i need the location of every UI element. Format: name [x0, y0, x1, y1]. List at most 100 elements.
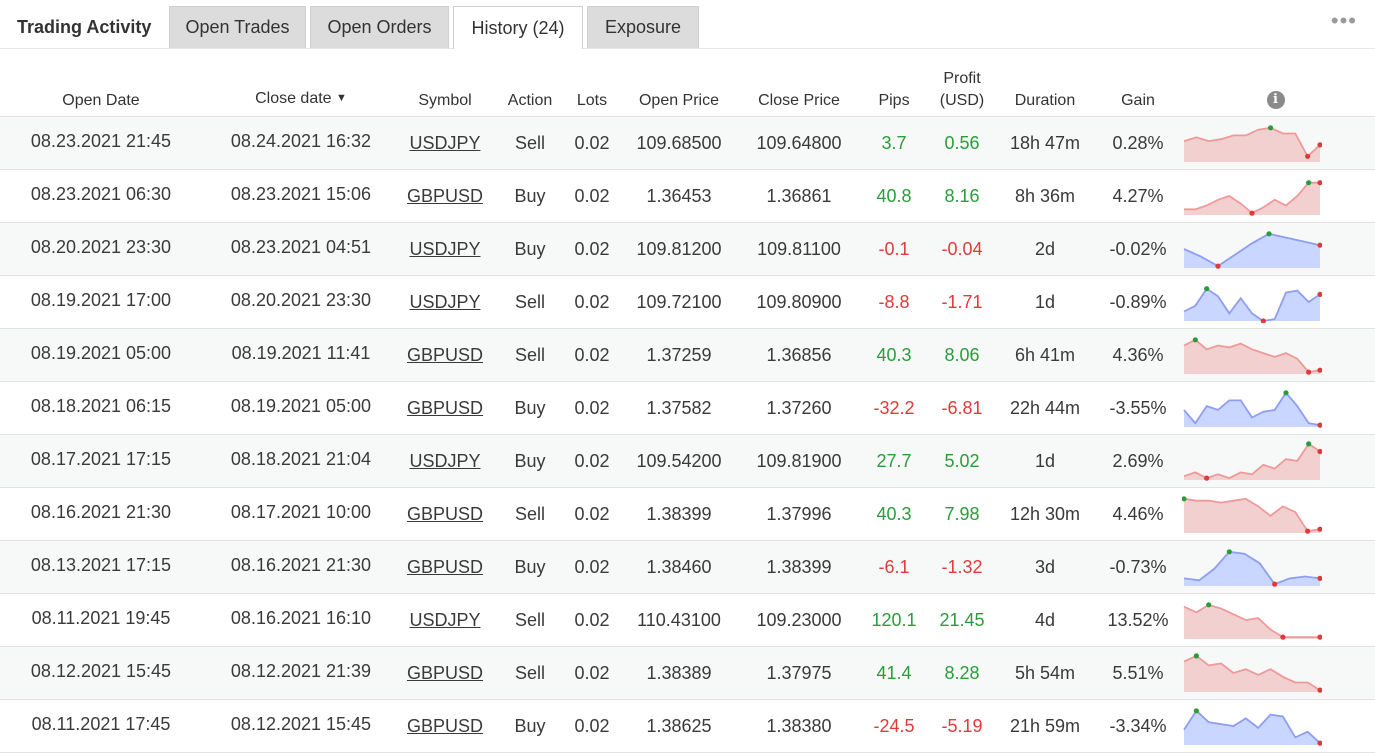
more-horizontal-icon[interactable]: •••: [1330, 8, 1357, 33]
symbol-link[interactable]: USDJPY: [400, 593, 490, 647]
close-price-cell: 1.37975: [744, 646, 854, 700]
trade-sparkline: [1183, 602, 1322, 640]
table-row[interactable]: 08.23.2021 21:45 08.24.2021 16:32 USDJPY Se…: [0, 116, 1375, 170]
sparkline-low-marker: [1305, 153, 1311, 159]
symbol-link[interactable]: GBPUSD: [400, 646, 490, 700]
symbol-link[interactable]: USDJPY: [400, 116, 490, 170]
sparkline-cell: [1176, 699, 1375, 753]
sparkline-cell: [1176, 275, 1375, 329]
sparkline-cell: [1176, 222, 1375, 276]
table-row[interactable]: 08.20.2021 23:30 08.23.2021 04:51 USDJPY Bu…: [0, 222, 1375, 276]
trade-sparkline: [1183, 441, 1322, 481]
open-date-cell: 08.19.2021 05:00: [0, 328, 202, 382]
col-open-price[interactable]: Open Price: [614, 49, 744, 117]
panel-title: Trading Activity: [17, 17, 152, 37]
gain-cell: 4.36%: [1100, 328, 1176, 382]
action-cell: Sell: [490, 275, 570, 329]
lots-cell: 0.02: [570, 646, 614, 700]
open-date-cell: 08.23.2021 21:45: [0, 116, 202, 170]
info-icon[interactable]: i: [1266, 91, 1285, 109]
gain-cell: 13.52%: [1100, 593, 1176, 647]
symbol-link[interactable]: USDJPY: [400, 222, 490, 276]
sparkline-area: [1184, 498, 1320, 533]
profit-cell: -0.04: [934, 222, 990, 276]
table-row[interactable]: 08.11.2021 19:45 08.16.2021 16:10 USDJPY Se…: [0, 593, 1375, 647]
duration-cell: 6h 41m: [990, 328, 1100, 382]
sparkline-cell: [1176, 540, 1375, 594]
col-profit[interactable]: Profit (USD): [934, 49, 990, 117]
col-action[interactable]: Action: [490, 49, 570, 117]
pips-cell: 3.7: [854, 116, 934, 170]
sparkline-area: [1184, 392, 1320, 427]
duration-cell: 5h 54m: [990, 646, 1100, 700]
sparkline-area: [1184, 710, 1320, 745]
sparkline-end-marker: [1317, 180, 1322, 186]
open-price-cell: 109.68500: [614, 116, 744, 170]
symbol-link[interactable]: GBPUSD: [400, 381, 490, 435]
symbol-link[interactable]: GBPUSD: [400, 169, 490, 223]
open-price-cell: 1.38389: [614, 646, 744, 700]
sparkline-line: [1183, 391, 1321, 426]
table-row[interactable]: 08.16.2021 21:30 08.17.2021 10:00 GBPUSD Se…: [0, 487, 1375, 541]
close-price-cell: 109.23000: [744, 593, 854, 647]
sparkline-cell: [1176, 381, 1375, 435]
col-gain[interactable]: Gain: [1100, 49, 1176, 117]
table-row[interactable]: 08.19.2021 05:00 08.19.2021 11:41 GBPUSD Se…: [0, 328, 1375, 382]
tab-exposure[interactable]: Exposure: [587, 6, 699, 48]
sparkline-line: [1183, 126, 1321, 158]
gain-cell: -3.55%: [1100, 381, 1176, 435]
close-date-cell: 08.12.2021 21:39: [202, 646, 400, 700]
pips-cell: 120.1: [854, 593, 934, 647]
col-close-date[interactable]: Close date ▼: [202, 49, 400, 117]
symbol-link[interactable]: GBPUSD: [400, 328, 490, 382]
action-cell: Buy: [490, 169, 570, 223]
close-price-cell: 1.36861: [744, 169, 854, 223]
gain-cell: 4.46%: [1100, 487, 1176, 541]
symbol-link[interactable]: USDJPY: [400, 275, 490, 329]
profit-cell: -1.71: [934, 275, 990, 329]
sparkline-line: [1183, 654, 1321, 691]
sparkline-area: [1184, 443, 1320, 480]
tab-history[interactable]: History (24): [453, 6, 583, 49]
sparkline-end-marker: [1317, 242, 1322, 248]
sparkline-cell: [1176, 487, 1375, 541]
symbol-link[interactable]: USDJPY: [400, 434, 490, 488]
close-date-cell: 08.19.2021 11:41: [202, 328, 400, 382]
col-pips[interactable]: Pips: [854, 49, 934, 117]
sparkline-end-marker: [1317, 634, 1322, 640]
table-row[interactable]: 08.13.2021 17:15 08.16.2021 21:30 GBPUSD Bu…: [0, 540, 1375, 594]
table-row[interactable]: 08.12.2021 15:45 08.12.2021 21:39 GBPUSD Se…: [0, 646, 1375, 700]
close-price-cell: 1.37996: [744, 487, 854, 541]
gain-cell: 2.69%: [1100, 434, 1176, 488]
table-row[interactable]: 08.18.2021 06:15 08.19.2021 05:00 GBPUSD Bu…: [0, 381, 1375, 435]
table-row[interactable]: 08.19.2021 17:00 08.20.2021 23:30 USDJPY Se…: [0, 275, 1375, 329]
open-date-cell: 08.17.2021 17:15: [0, 434, 202, 488]
pips-cell: 40.3: [854, 328, 934, 382]
table-row[interactable]: 08.17.2021 17:15 08.18.2021 21:04 USDJPY Bu…: [0, 434, 1375, 488]
close-price-cell: 109.64800: [744, 116, 854, 170]
sparkline-end-marker: [1317, 448, 1322, 455]
tab-open-orders[interactable]: Open Orders: [310, 6, 449, 48]
col-open-date[interactable]: Open Date: [0, 49, 202, 117]
lots-cell: 0.02: [570, 222, 614, 276]
col-close-price[interactable]: Close Price: [744, 49, 854, 117]
close-price-cell: 1.38399: [744, 540, 854, 594]
open-price-cell: 1.38399: [614, 487, 744, 541]
table-row[interactable]: 08.11.2021 17:45 08.12.2021 15:45 GBPUSD Bu…: [0, 699, 1375, 753]
col-symbol[interactable]: Symbol: [400, 49, 490, 117]
gain-cell: -0.73%: [1100, 540, 1176, 594]
tab-open-trades[interactable]: Open Trades: [169, 6, 306, 48]
profit-cell: 8.28: [934, 646, 990, 700]
trade-sparkline: [1183, 125, 1322, 162]
symbol-link[interactable]: GBPUSD: [400, 540, 490, 594]
col-duration[interactable]: Duration: [990, 49, 1100, 117]
duration-cell: 8h 36m: [990, 169, 1100, 223]
symbol-link[interactable]: GBPUSD: [400, 487, 490, 541]
sparkline-end-marker: [1317, 142, 1322, 148]
table-row[interactable]: 08.23.2021 06:30 08.23.2021 15:06 GBPUSD Bu…: [0, 169, 1375, 223]
symbol-link[interactable]: GBPUSD: [400, 699, 490, 753]
col-lots[interactable]: Lots: [570, 49, 614, 117]
open-price-cell: 110.43100: [614, 593, 744, 647]
sparkline-low-marker: [1306, 369, 1312, 375]
sparkline-low-marker: [1317, 687, 1322, 693]
